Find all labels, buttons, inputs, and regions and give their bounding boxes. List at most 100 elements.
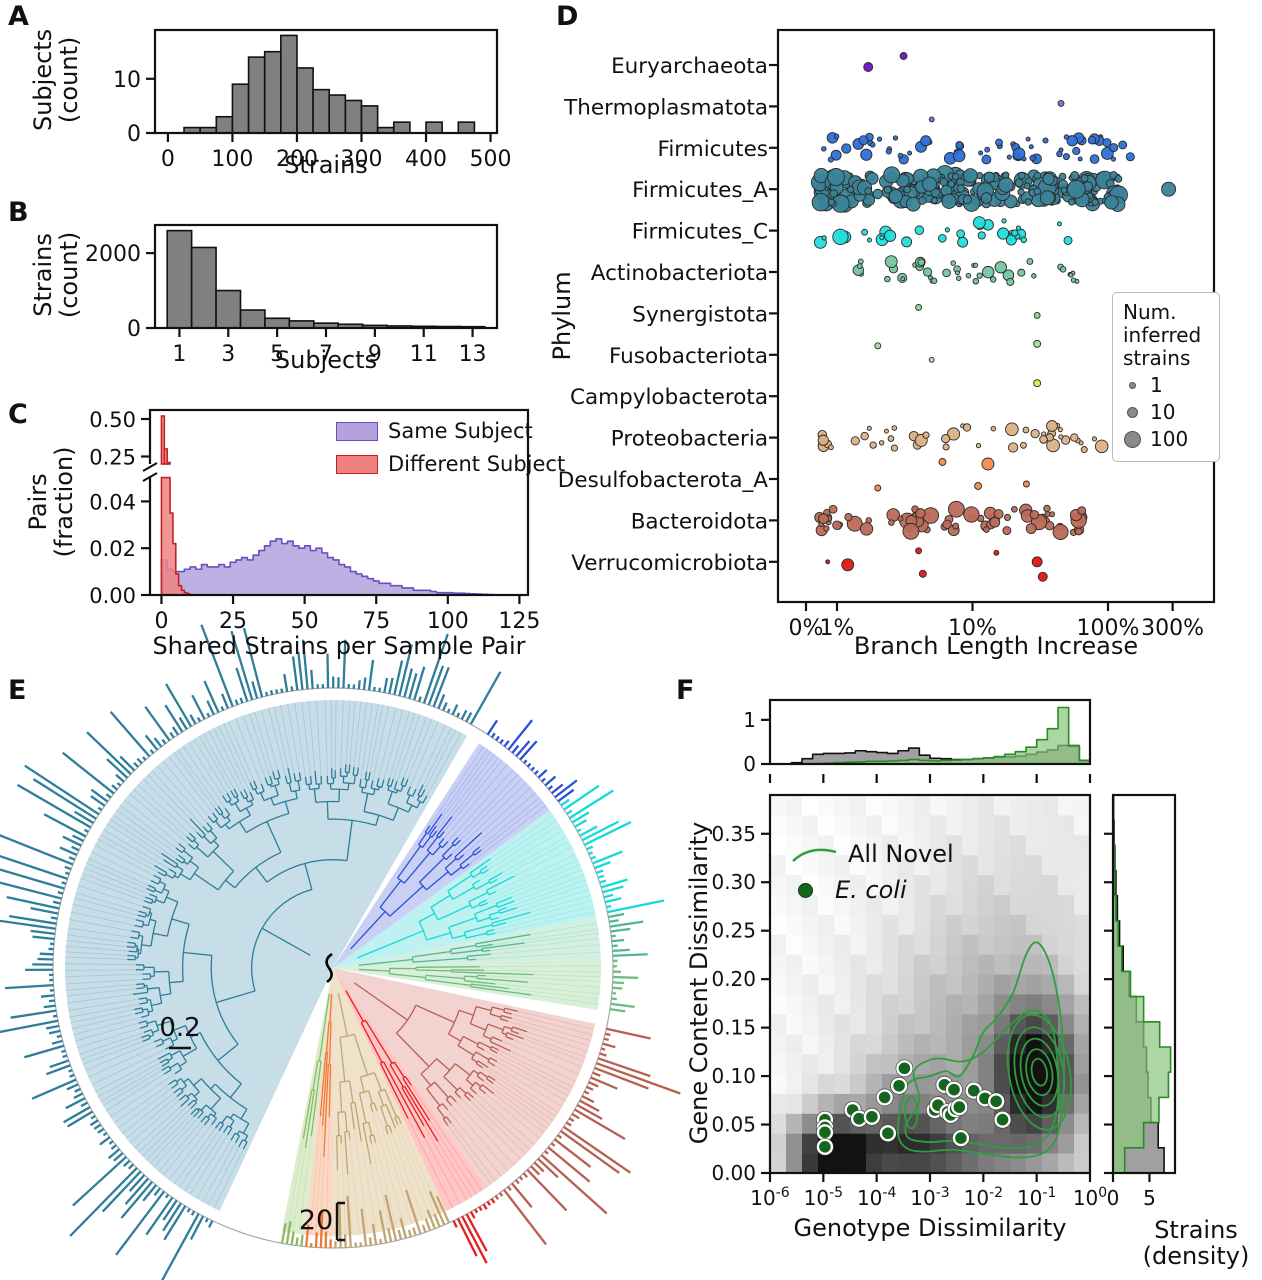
abundance-bar — [251, 681, 259, 699]
abundance-bar — [221, 693, 230, 709]
abundance-bar — [242, 627, 264, 698]
abundance-bar — [124, 1177, 150, 1205]
bar — [296, 67, 314, 134]
abundance-bar — [530, 766, 536, 772]
abundance-bar — [437, 694, 446, 710]
strain-point — [1023, 182, 1031, 190]
abundance-bar — [581, 820, 620, 842]
bar — [392, 121, 411, 134]
abundance-bar — [56, 1034, 62, 1039]
abundance-bar — [39, 952, 54, 956]
abundance-bar — [80, 1101, 89, 1108]
x-tick-label: 100% — [1077, 616, 1140, 641]
strain-point — [856, 263, 863, 269]
strain-point — [1033, 187, 1042, 196]
x-tick-label: 300 — [340, 147, 382, 172]
abundance-bar — [403, 668, 414, 698]
abundance-bar — [24, 1044, 65, 1059]
strain-point — [1118, 140, 1128, 150]
strain-point — [883, 185, 892, 194]
bar — [231, 83, 250, 134]
x-tick-label: 5 — [270, 342, 284, 367]
x-tick-label: 400 — [405, 147, 447, 172]
strain-point — [918, 569, 927, 578]
abundance-bar — [606, 904, 612, 909]
strain-point — [983, 171, 995, 183]
abundance-bar — [122, 1159, 131, 1168]
strain-point — [928, 116, 935, 123]
abundance-bar — [609, 920, 644, 928]
strain-point — [942, 519, 952, 530]
abundance-bar — [460, 709, 468, 720]
clade-tree — [356, 784, 665, 959]
phylum-tick-label: Firmicutes_C — [632, 220, 768, 245]
strain-point — [1033, 379, 1042, 388]
phylum-tick-label: Bacteroidota — [631, 509, 768, 534]
d-legend-entry-100: 100 — [1123, 428, 1209, 451]
y-tick-label: 0 — [743, 752, 756, 776]
abundance-bar — [164, 1193, 170, 1199]
strain-point — [1060, 186, 1068, 194]
abundance-bar — [204, 1217, 209, 1223]
strain-point — [888, 519, 895, 526]
abundance-bar — [490, 732, 496, 739]
abundance-bar — [178, 717, 188, 730]
phylum-tick-label: Fusobacteriota — [609, 344, 768, 369]
abundance-bar — [230, 630, 254, 701]
abundance-bar — [422, 633, 449, 704]
strain-point — [1020, 441, 1027, 449]
abundance-bar — [427, 665, 445, 706]
abundance-bar — [599, 879, 607, 884]
strain-point — [841, 143, 852, 154]
strain-point — [1052, 524, 1069, 540]
strain-point — [990, 425, 997, 432]
x-tick-label: 10% — [948, 616, 997, 641]
strain-point — [963, 506, 980, 523]
c-legend-label: Different Subject — [388, 452, 566, 476]
d-legend-entry-1: 1 — [1123, 374, 1209, 397]
phylum-row-Firmicutes — [821, 132, 1135, 165]
strain-point — [818, 513, 829, 525]
abundance-bar — [61, 1049, 66, 1054]
strain-point — [917, 258, 926, 267]
abundance-bar — [206, 700, 215, 716]
abundance-bar — [519, 740, 538, 761]
strain-point — [872, 188, 884, 200]
strain-point — [1114, 175, 1123, 183]
phylum-row-Synergistota — [915, 303, 1041, 319]
abundance-bar — [31, 1078, 77, 1100]
x-tick-label: 0 — [154, 609, 168, 634]
strain-point — [1062, 153, 1070, 161]
x-tick-label: 0 — [1107, 1186, 1120, 1210]
strain-point — [1011, 505, 1018, 513]
abundance-bar — [10, 1009, 57, 1019]
strain-point — [1070, 277, 1077, 283]
strain-point — [869, 441, 877, 449]
abundance-bar — [149, 749, 155, 754]
abundance-bar — [235, 667, 249, 702]
abundance-bar — [51, 1039, 63, 1045]
abundance-bar — [612, 986, 623, 990]
strain-point — [978, 150, 984, 156]
clade-wedge — [333, 743, 550, 968]
c-legend-item-different-subject: Different Subject — [336, 452, 565, 476]
abundance-bar — [503, 740, 510, 748]
phylum-row-Actinobacteriota — [852, 255, 1080, 286]
abundance-bar — [291, 656, 299, 691]
abundance-bar — [499, 738, 504, 745]
ecoli-point — [945, 1081, 963, 1098]
strain-point — [981, 457, 995, 471]
abundance-bar — [106, 758, 129, 779]
strain-point — [878, 440, 885, 446]
abundance-bar — [595, 1062, 681, 1095]
strain-point — [1046, 420, 1058, 432]
abundance-bar — [290, 1231, 295, 1246]
abundance-bar — [68, 856, 76, 861]
strain-point — [883, 428, 889, 434]
abundance-bar — [4, 983, 54, 990]
strain-point — [874, 484, 882, 492]
strain-point — [1072, 146, 1081, 156]
